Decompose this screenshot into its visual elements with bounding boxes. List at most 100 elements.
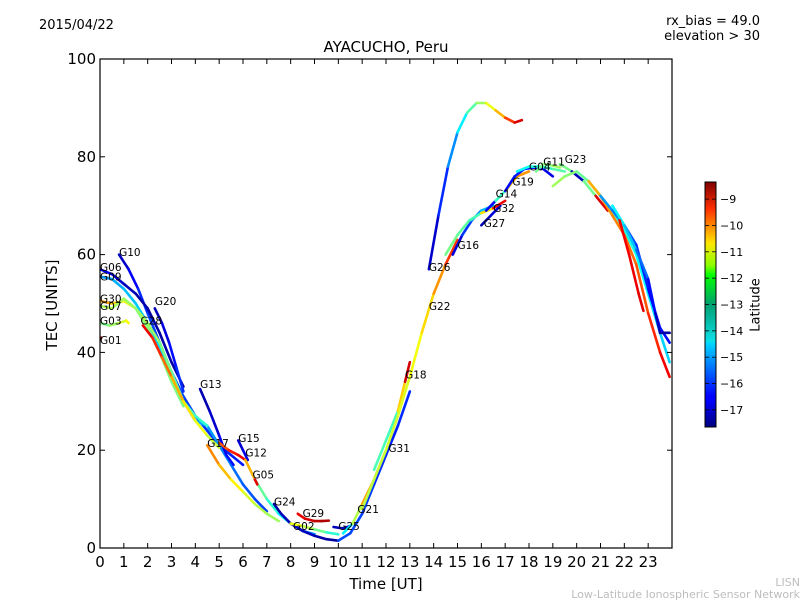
x-tick-label: 1 <box>119 553 129 571</box>
y-tick-label: 100 <box>67 50 96 68</box>
y-tick-label: 40 <box>77 343 96 361</box>
colorbar-tick-label: −15 <box>720 351 743 364</box>
x-tick-label: 15 <box>448 553 467 571</box>
satellite-label: G13 <box>200 379 222 391</box>
satellite-label: G29 <box>303 508 325 520</box>
colorbar-tick-label: −12 <box>720 272 743 285</box>
series-segment <box>219 465 231 480</box>
series-segment <box>129 269 139 289</box>
x-tick-label: 4 <box>191 553 201 571</box>
satellite-label: G24 <box>274 497 296 509</box>
satellite-label: G23 <box>565 154 587 166</box>
x-tick-label: 22 <box>615 553 634 571</box>
colorbar-tick-label: −16 <box>720 378 743 391</box>
x-tick-label: 3 <box>167 553 177 571</box>
series-segment <box>200 389 210 411</box>
satellite-label: G14 <box>496 188 518 200</box>
x-tick-label: 19 <box>543 553 562 571</box>
satellite-label: G19 <box>512 176 534 188</box>
satellite-label: G32 <box>493 203 515 215</box>
series-segment <box>458 113 468 133</box>
satellite-label: G10 <box>119 247 141 259</box>
x-tick-label: 16 <box>472 553 491 571</box>
colorbar-tick-label: −10 <box>720 219 743 232</box>
series-segment <box>326 539 338 540</box>
series-layer <box>100 103 670 541</box>
series-segment <box>267 514 279 521</box>
satellite-label: G31 <box>388 443 410 455</box>
series-segment <box>374 455 386 484</box>
satellite-label: G28 <box>141 316 163 328</box>
y-tick-label: 0 <box>86 539 96 557</box>
x-tick-label: 10 <box>329 553 348 571</box>
satellite-label: G11 <box>543 157 565 169</box>
satellite-label: G12 <box>245 448 267 460</box>
series-segment <box>448 132 458 166</box>
satellite-label: G16 <box>458 240 480 252</box>
series-segment <box>469 213 481 220</box>
series-g10 <box>119 255 243 465</box>
series-segment <box>496 110 506 117</box>
satellite-label: G21 <box>357 504 379 516</box>
x-tick-label: 9 <box>310 553 320 571</box>
colorbar-tick-label: −13 <box>720 299 743 312</box>
x-tick-label: 8 <box>286 553 296 571</box>
x-tick-label: 18 <box>519 553 538 571</box>
satellite-label: G25 <box>338 521 360 533</box>
x-tick-label: 0 <box>95 553 105 571</box>
satellite-label: G01 <box>100 335 122 347</box>
satellite-label: G15 <box>238 433 260 445</box>
plot-frame <box>100 59 672 548</box>
series-segment <box>486 103 496 110</box>
satellite-label: G02 <box>293 521 315 533</box>
satellite-label: G05 <box>253 470 274 482</box>
x-tick-label: 20 <box>567 553 586 571</box>
y-tick-label: 80 <box>77 148 96 166</box>
series-segment <box>315 529 327 532</box>
x-tick-label: 17 <box>496 553 515 571</box>
satellite-label: G07 <box>100 301 122 313</box>
series-segment <box>422 294 434 333</box>
x-tick-label: 13 <box>400 553 419 571</box>
series-segment <box>281 514 291 524</box>
colorbar-tick-label: −14 <box>720 325 743 338</box>
x-tick-label: 11 <box>353 553 372 571</box>
series-segment <box>126 321 128 323</box>
colorbar-tick-label: −9 <box>720 193 736 206</box>
satellite-label: G22 <box>429 301 451 313</box>
x-tick-label: 2 <box>143 553 153 571</box>
series-segment <box>505 118 515 123</box>
x-tick-label: 14 <box>424 553 443 571</box>
series-segment <box>553 169 565 171</box>
x-tick-label: 5 <box>214 553 224 571</box>
series-g23 <box>560 164 608 210</box>
series-segment <box>326 532 338 534</box>
x-tick-label: 6 <box>238 553 248 571</box>
y-tick-label: 60 <box>77 246 96 264</box>
series-g-b <box>601 196 670 343</box>
colorbar-tick-label: −11 <box>720 246 743 259</box>
satellite-label: G03 <box>100 316 122 328</box>
x-tick-label: 23 <box>639 553 658 571</box>
satellite-label: G27 <box>484 218 506 230</box>
satellite-label: G18 <box>405 369 427 381</box>
series-segment <box>515 120 522 122</box>
series-segment <box>639 294 644 311</box>
y-tick-label: 20 <box>77 441 96 459</box>
satellite-label: G20 <box>155 296 177 308</box>
satellite-label: G17 <box>207 438 229 450</box>
series-segment <box>467 103 477 113</box>
series-segment <box>315 536 327 539</box>
x-tick-label: 21 <box>591 553 610 571</box>
series-segment <box>438 167 448 216</box>
satellite-label: G26 <box>429 262 451 274</box>
colorbar-tick-label: −17 <box>720 404 743 417</box>
series-g-a <box>589 181 670 377</box>
series-segment <box>553 176 565 186</box>
x-tick-label: 12 <box>376 553 395 571</box>
series-segment <box>338 533 350 540</box>
x-tick-label: 7 <box>262 553 272 571</box>
satellite-label: G09 <box>100 272 122 284</box>
